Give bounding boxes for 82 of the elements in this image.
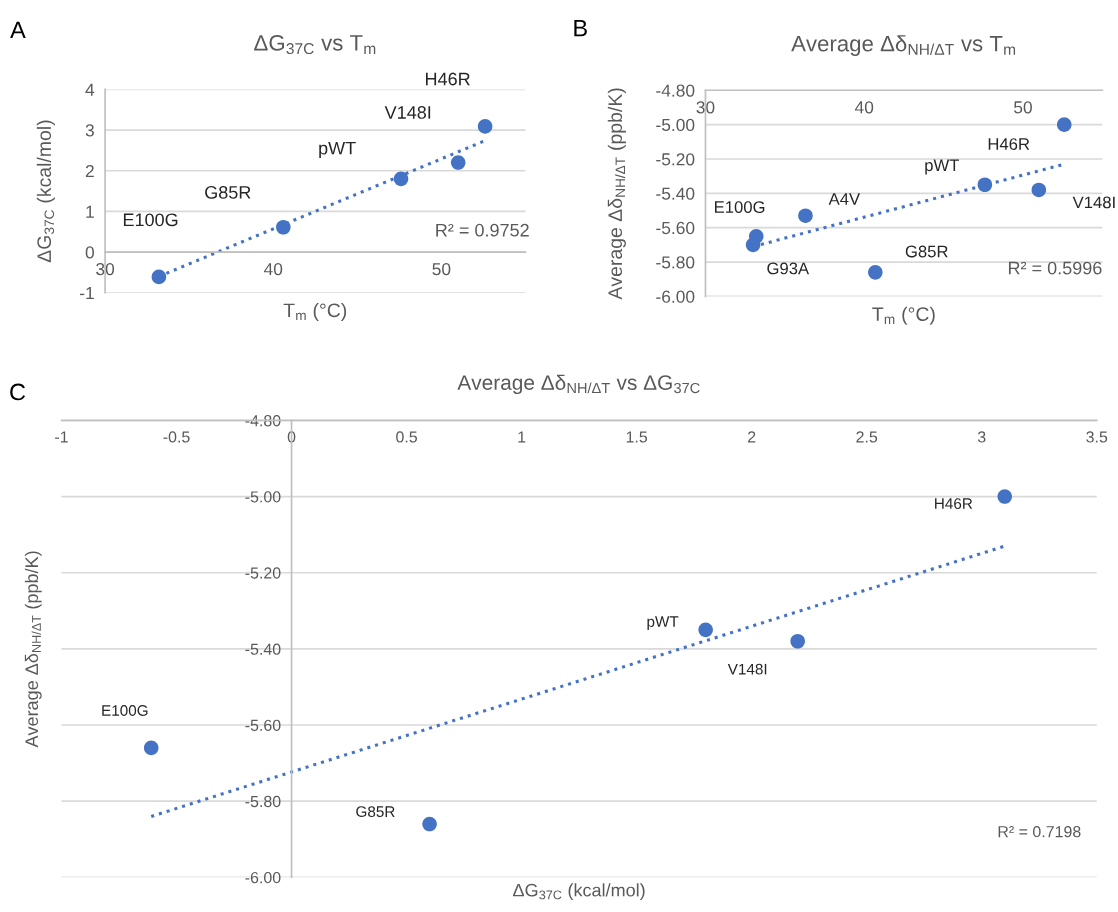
y-tick-label: -5.00 — [245, 491, 281, 503]
text: B — [574, 19, 587, 37]
point — [393, 171, 409, 187]
chart-title: Average Δδ$_{NH/ΔT}$ vs T$_{m}$ — [791, 35, 1016, 56]
point — [276, 219, 291, 235]
x-tick-label: -0.5 — [163, 431, 190, 443]
y-tick-label: -5.00 — [656, 118, 695, 132]
y-tick-label: 3 — [85, 124, 94, 137]
point — [1031, 182, 1047, 198]
annotation: G85R — [905, 245, 948, 258]
x-axis-title: ΔG$_{37C}$ (kcal/mol) — [513, 883, 645, 901]
y-tick-label: -5.60 — [656, 221, 695, 235]
x-tick-label: -1 — [55, 431, 68, 443]
annotation: V148I — [1072, 196, 1115, 209]
annotation: pWT — [647, 616, 679, 631]
annotation: E100G — [102, 705, 148, 716]
point — [798, 208, 813, 223]
point — [790, 633, 805, 649]
x-tick-label: 3 — [977, 431, 986, 443]
annotation: pWT — [319, 141, 356, 159]
point — [868, 265, 883, 280]
x-tick-label: 40 — [263, 262, 283, 276]
annotation: E100G — [715, 201, 765, 213]
y-tick-label: -6.00 — [245, 871, 281, 884]
x-tick-label: 0.5 — [396, 431, 418, 443]
point — [143, 740, 159, 756]
annotation: R² = 0.7198 — [998, 826, 1081, 838]
y-tick-label: 4 — [85, 83, 95, 96]
y-tick-label: -6.00 — [656, 290, 695, 303]
x-tick-label: 30 — [96, 262, 115, 276]
y-tick-label: -5.20 — [245, 567, 281, 579]
point — [698, 622, 713, 638]
annotation: V148I — [384, 106, 431, 119]
y-axis-title: ΔG$_{37C}$ (kcal/mol) — [36, 120, 55, 263]
x-tick-label: 1 — [518, 431, 526, 443]
y-tick-label: -5.80 — [245, 795, 281, 808]
chart-title: Average Δδ$_{NH/ΔT}$ vs ΔG$_{37C}$ — [457, 374, 700, 395]
annotation: G85R — [356, 806, 395, 818]
x-tick-label: 50 — [432, 262, 451, 276]
chart-title: ΔG$_{37C}$ vs T$_{m}$ — [254, 34, 376, 55]
y-tick-label: -5.40 — [656, 187, 695, 200]
y-tick-label: 0 — [85, 246, 94, 259]
x-axis-title: T$_{m}$ (°C) — [872, 306, 935, 325]
annotation: H46R — [426, 72, 470, 86]
annotation: V148I — [727, 663, 767, 675]
x-tick-label: 1.5 — [626, 431, 648, 443]
x-tick-label: 3.5 — [1086, 431, 1108, 443]
annotation: G85R — [205, 185, 251, 199]
x-tick-label: 2.5 — [856, 431, 878, 443]
point — [1056, 117, 1072, 132]
y-axis-title: Average Δδ$_{NH/ΔT}$ (ppb/K) — [607, 88, 626, 300]
point — [151, 269, 167, 285]
point — [997, 489, 1013, 504]
text: C — [10, 383, 26, 401]
y-tick-label: -5.80 — [656, 256, 695, 269]
annotation: A4V — [828, 193, 861, 205]
y-tick-label: -4.80 — [656, 84, 695, 97]
annotation: R² = 0.9752 — [436, 223, 529, 237]
y-tick-label: -5.20 — [656, 153, 695, 166]
y-tick-label: -5.40 — [245, 643, 281, 655]
y-tick-label: -5.60 — [245, 719, 281, 731]
x-tick-label: 30 — [696, 101, 715, 114]
x-tick-label: 2 — [748, 431, 756, 443]
y-axis-title: Average Δδ$_{NH/ΔT}$ (ppb/K) — [24, 551, 42, 748]
point — [422, 816, 437, 832]
y-tick-label: 1 — [86, 205, 94, 218]
point — [745, 237, 761, 253]
annotation: R² = 0.5996 — [1008, 261, 1102, 275]
annotation: H46R — [935, 498, 973, 510]
y-tick-label: 2 — [85, 164, 94, 178]
annotation: E100G — [123, 213, 178, 227]
annotation: G93A — [767, 262, 810, 275]
annotation: H46R — [988, 138, 1030, 150]
point — [977, 177, 993, 193]
x-tick-label: 50 — [1014, 101, 1032, 114]
y-tick-label: -1 — [80, 287, 94, 300]
x-axis-title: T$_{m}$ (°C) — [283, 302, 347, 322]
x-tick-label: 40 — [854, 101, 874, 114]
point — [450, 155, 466, 170]
point — [477, 119, 493, 134]
annotation: pWT — [925, 159, 960, 175]
text: A — [10, 21, 26, 39]
